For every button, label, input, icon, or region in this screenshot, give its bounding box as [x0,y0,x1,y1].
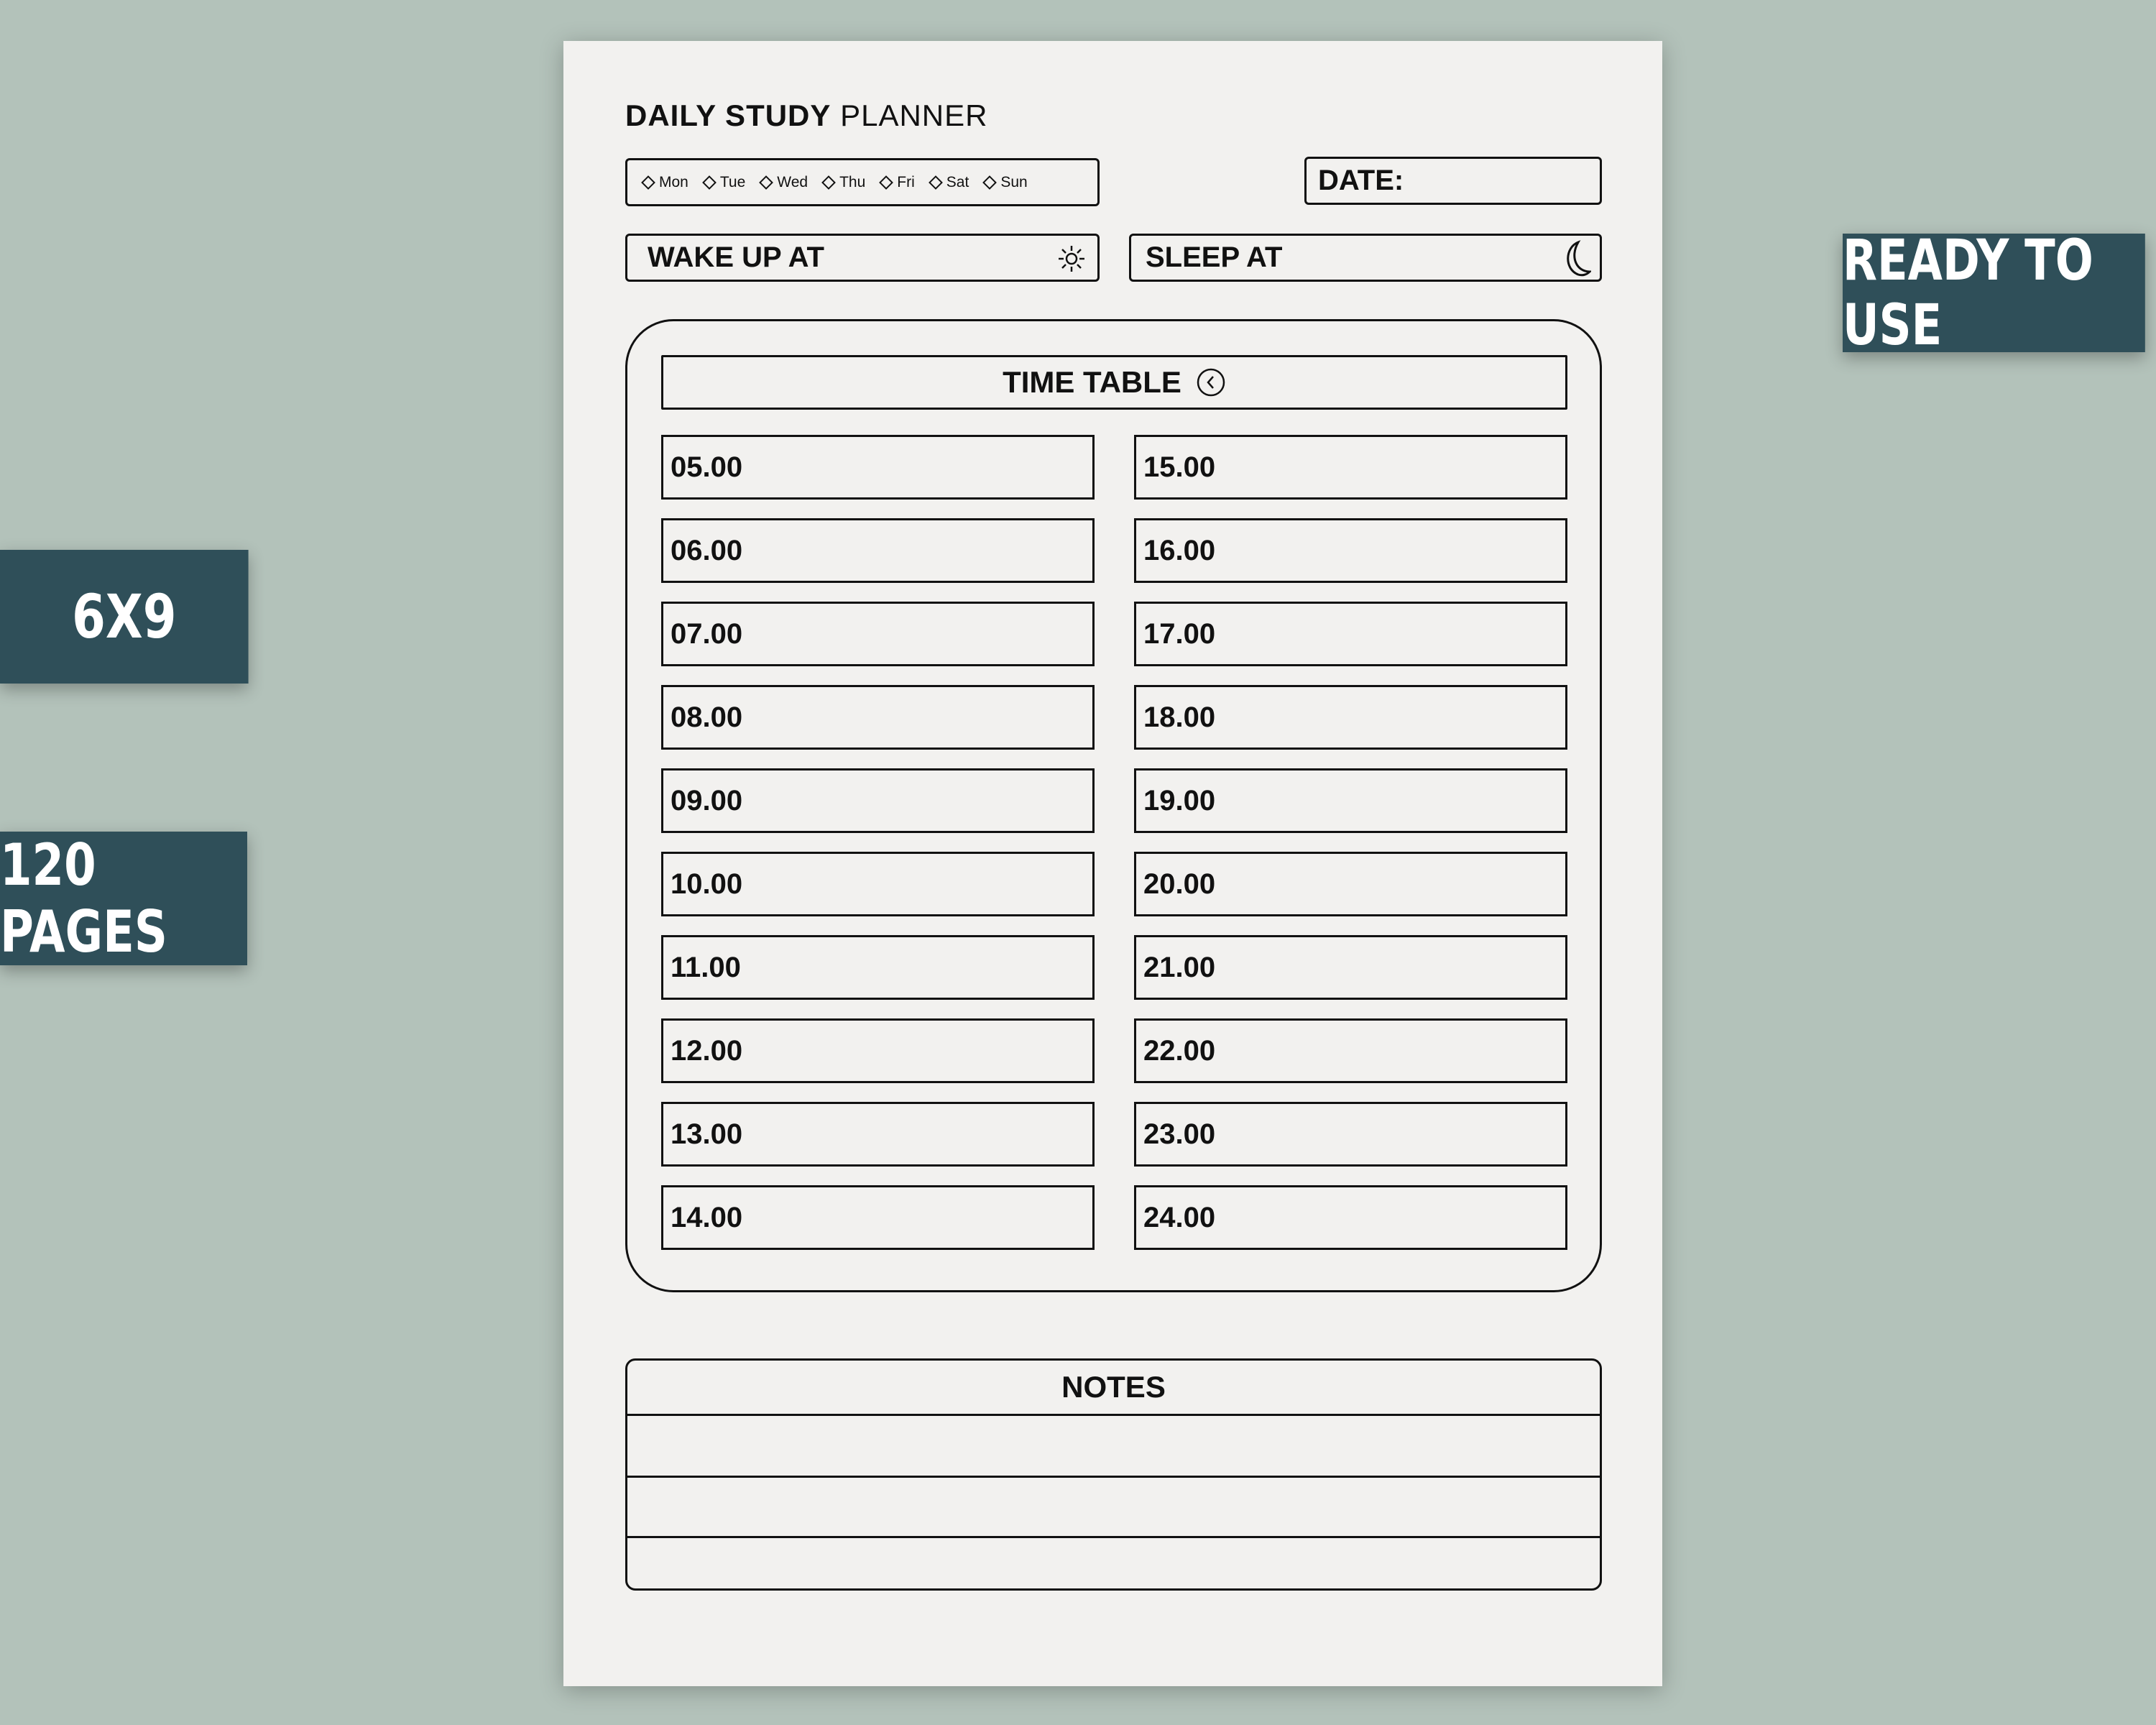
time-slot[interactable]: 13.00 [661,1102,1095,1167]
day-option[interactable]: Fri [879,173,915,191]
time-slot[interactable]: 08.00 [661,685,1095,750]
time-label: 18.00 [1143,701,1216,733]
notes-line [627,1476,1600,1478]
time-slot[interactable]: 23.00 [1134,1102,1567,1167]
title-bold: DAILY STUDY [625,98,831,132]
diamond-checkbox-icon[interactable] [821,175,836,190]
notes-title: NOTES [1061,1370,1166,1404]
diamond-checkbox-icon[interactable] [928,175,943,190]
day-label: Wed [777,173,808,190]
size-text: 6X9 [72,581,177,652]
sun-icon [1059,246,1084,272]
diamond-checkbox-icon[interactable] [982,175,998,190]
time-slot[interactable]: 21.00 [1134,935,1567,1000]
time-slot[interactable]: 22.00 [1134,1018,1567,1083]
weekday-selector[interactable]: Mon Tue Wed Thu Fri Sat Sun [625,158,1100,206]
notes-section[interactable]: NOTES [625,1358,1602,1591]
clock-icon [1197,368,1225,397]
time-slot[interactable]: 14.00 [661,1185,1095,1250]
notes-divider [627,1414,1600,1416]
sleep-field[interactable]: SLEEP AT [1129,234,1602,282]
wake-label: WAKE UP AT [648,242,824,273]
time-label: 08.00 [671,701,743,733]
time-label: 15.00 [1143,451,1216,483]
time-label: 10.00 [671,868,743,900]
time-label: 19.00 [1143,784,1216,816]
day-option[interactable]: Tue [701,173,746,191]
time-slot[interactable]: 16.00 [1134,518,1567,583]
diamond-checkbox-icon[interactable] [701,175,717,190]
time-label: 09.00 [671,784,743,816]
diamond-checkbox-icon[interactable] [879,175,894,190]
time-label: 20.00 [1143,868,1216,900]
time-slot[interactable]: 24.00 [1134,1185,1567,1250]
timetable-header: TIME TABLE [661,355,1567,410]
time-slot[interactable]: 17.00 [1134,602,1567,666]
planner-page: DAILY STUDY PLANNER Mon Tue Wed Thu Fri Sat Su… [563,41,1662,1686]
day-label: Sun [1000,173,1028,190]
time-label: 22.00 [1143,1034,1216,1067]
time-label: 06.00 [671,534,743,566]
day-label: Sat [946,173,969,190]
diamond-checkbox-icon[interactable] [759,175,774,190]
time-label: 11.00 [671,951,741,983]
diamond-checkbox-icon[interactable] [641,175,655,190]
time-slot[interactable]: 09.00 [661,768,1095,833]
time-slot[interactable]: 07.00 [661,602,1095,666]
notes-line [627,1536,1600,1538]
time-label: 16.00 [1143,534,1216,566]
time-label: 13.00 [671,1118,743,1150]
time-label: 17.00 [1143,617,1216,650]
time-slot[interactable]: 20.00 [1134,852,1567,916]
pages-badge: 120 PAGES [0,832,247,965]
time-slot[interactable]: 18.00 [1134,685,1567,750]
date-field[interactable]: DATE: [1304,157,1602,205]
time-label: 07.00 [671,617,743,650]
time-label: 23.00 [1143,1118,1216,1150]
title-light: PLANNER [840,98,988,132]
time-slot[interactable]: 12.00 [661,1018,1095,1083]
day-option[interactable]: Thu [821,173,866,191]
day-option[interactable]: Sat [928,173,969,191]
time-label: 24.00 [1143,1201,1216,1233]
time-label: 05.00 [671,451,743,483]
date-label: DATE: [1318,165,1404,196]
day-label: Fri [897,173,915,190]
day-option[interactable]: Sun [982,173,1028,191]
day-label: Mon [659,173,688,190]
ready-text: READY TO USE [1843,228,2093,358]
time-slot[interactable]: 15.00 [1134,435,1567,500]
time-label: 12.00 [671,1034,743,1067]
moon-icon [1567,240,1591,277]
time-slot[interactable]: 11.00 [661,935,1095,1000]
wake-up-field[interactable]: WAKE UP AT [625,234,1100,282]
time-slot[interactable]: 19.00 [1134,768,1567,833]
ready-badge: READY TO USE [1843,229,2145,358]
time-slot[interactable]: 10.00 [661,852,1095,916]
time-slot[interactable]: 06.00 [661,518,1095,583]
size-badge: 6X9 [0,550,249,684]
time-slot[interactable]: 05.00 [661,435,1095,500]
sleep-label: SLEEP AT [1146,242,1283,273]
pages-text: 120 PAGES [0,832,167,965]
day-label: Tue [719,173,746,190]
day-option[interactable]: Wed [759,173,808,191]
day-label: Thu [839,173,866,190]
day-option[interactable]: Mon [641,173,688,191]
time-label: 14.00 [671,1201,743,1233]
page-title: DAILY STUDY PLANNER [625,98,987,133]
time-label: 21.00 [1143,951,1216,983]
timetable-container: TIME TABLE 05.00 06.00 07.00 08.00 09.00 10.0… [625,319,1602,1292]
timetable-title: TIME TABLE [1003,365,1181,399]
